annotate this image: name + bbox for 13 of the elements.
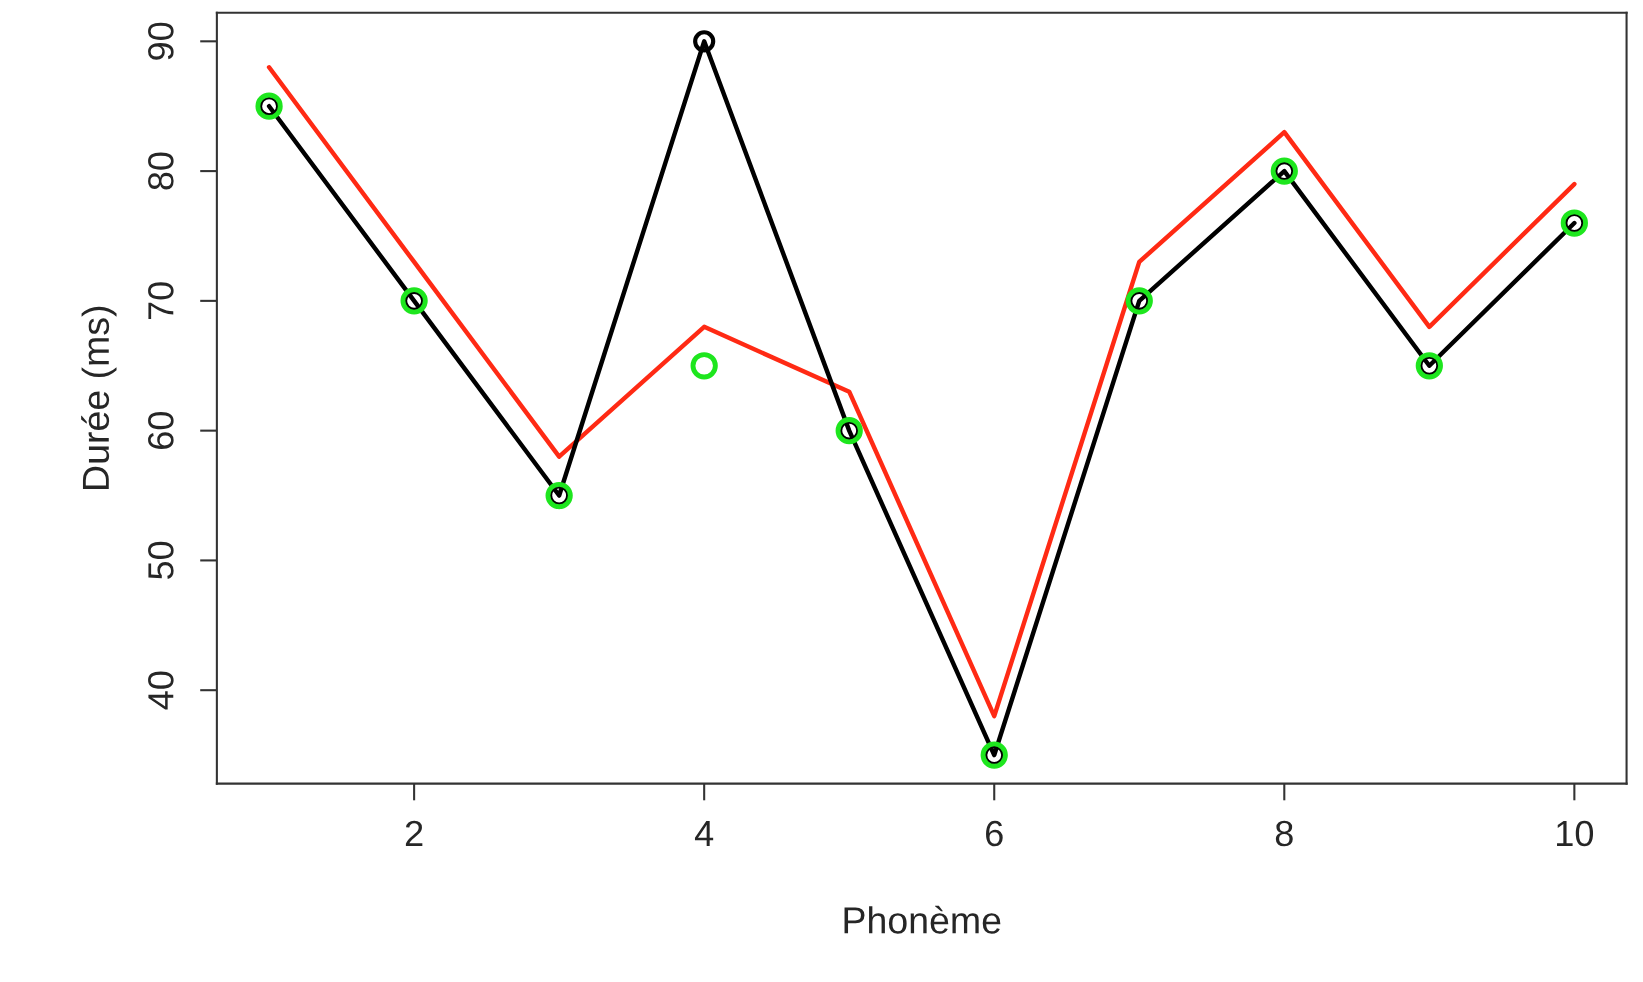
x-tick-label: 4: [694, 821, 714, 846]
y-tick-label: 50: [148, 541, 174, 580]
y-axis-title: Durée (ms): [81, 306, 117, 489]
y-tick-label: 80: [148, 152, 174, 190]
x-tick-label: 6: [986, 820, 1003, 847]
y-tick-label: 70: [148, 282, 174, 320]
y-tick-label: 40: [148, 671, 174, 710]
x-tick-label: 8: [1275, 820, 1293, 847]
x-axis-title: Phonème: [844, 905, 1001, 934]
y-tick-label: 60: [148, 411, 174, 449]
y-tick-label: 90: [148, 22, 174, 60]
x-tick-label: 2: [405, 820, 423, 846]
x-tick-label: 10: [1557, 820, 1594, 847]
